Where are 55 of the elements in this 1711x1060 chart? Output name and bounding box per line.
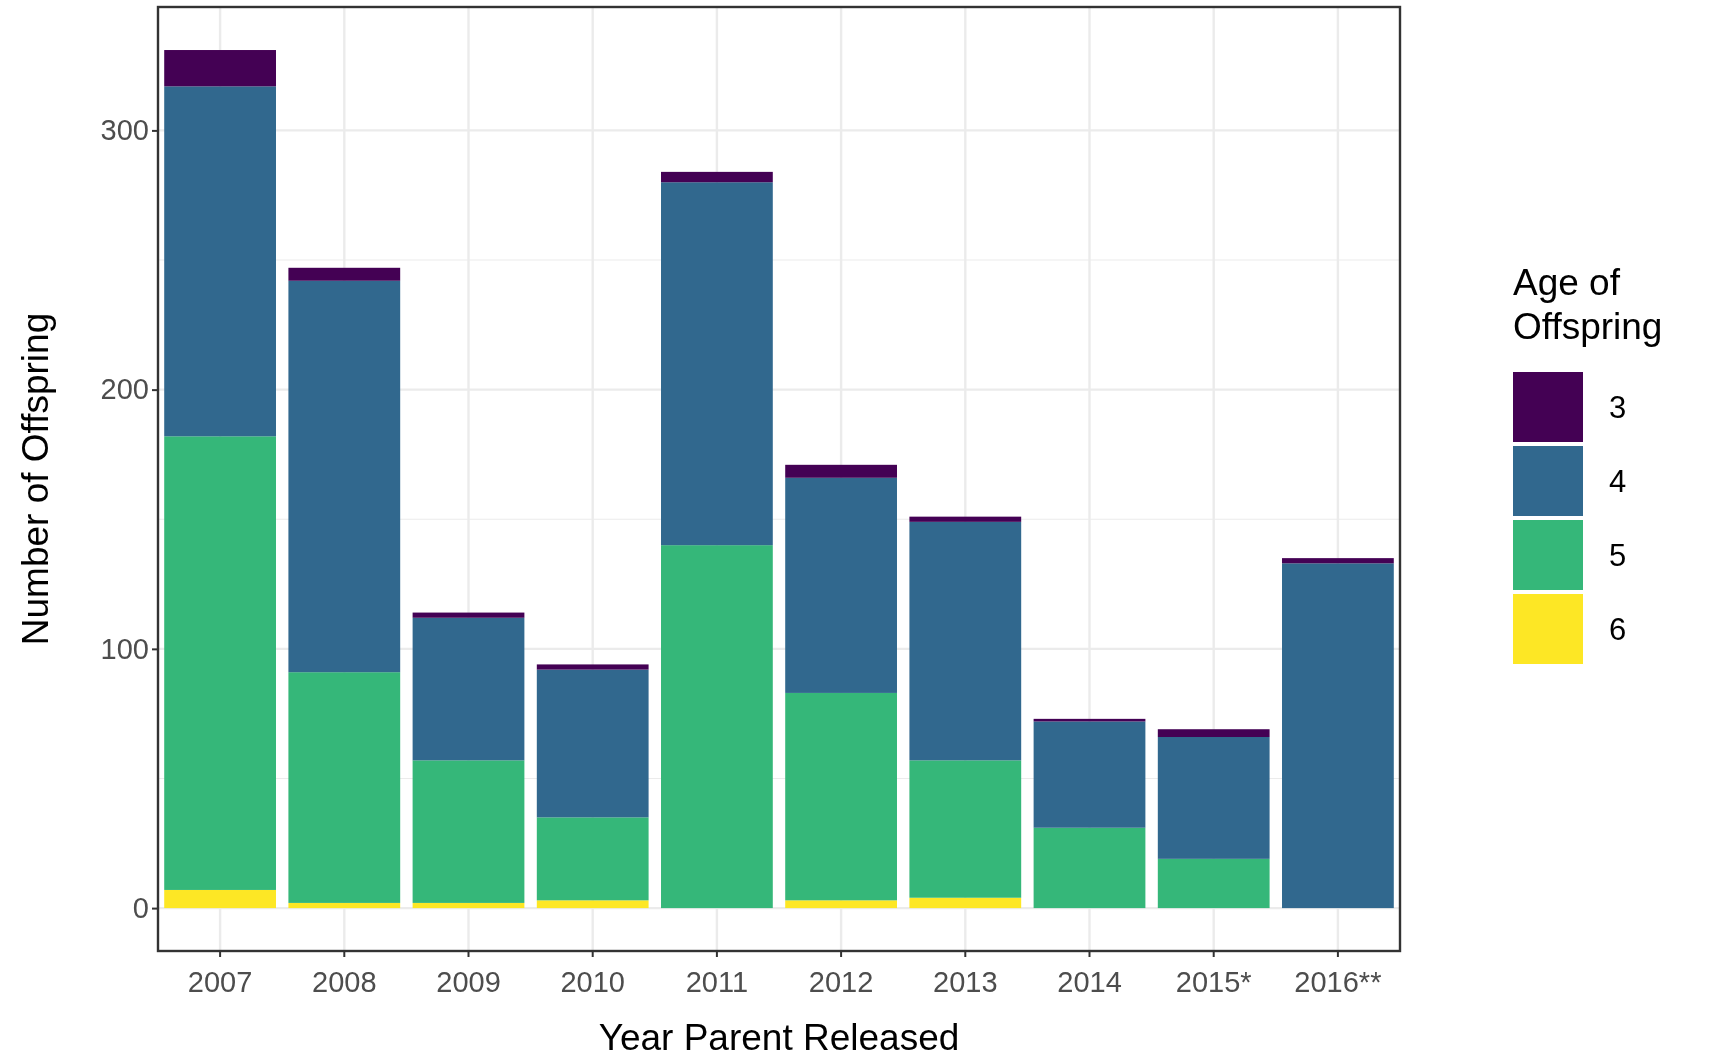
x-tick-label: 2014	[1057, 965, 1122, 998]
bar	[288, 280, 401, 673]
legend-label: 5	[1609, 538, 1627, 573]
bar	[412, 902, 525, 909]
y-tick-label: 300	[100, 114, 149, 147]
bar	[909, 760, 1022, 898]
bar	[164, 889, 276, 909]
bar	[1157, 737, 1270, 859]
bar	[909, 516, 1022, 522]
legend-label: 4	[1609, 464, 1627, 499]
bar	[785, 477, 897, 693]
x-tick-label: 2016**	[1294, 965, 1382, 998]
bar	[1033, 827, 1146, 909]
bar	[164, 86, 276, 437]
bar	[536, 817, 649, 901]
x-axis-title: Year Parent Released	[598, 1017, 960, 1058]
bar	[1157, 729, 1270, 737]
bar	[536, 664, 649, 670]
x-tick-label: 2010	[560, 965, 625, 998]
bar	[909, 897, 1022, 909]
y-tick-label: 0	[132, 891, 149, 924]
bar	[661, 171, 773, 183]
x-tick-label: 2007	[187, 965, 253, 998]
bar	[412, 617, 525, 761]
bar	[1282, 558, 1394, 564]
x-tick-label: 2009	[436, 965, 501, 998]
legend-title: Age of Offspring	[1513, 262, 1663, 347]
bar	[785, 900, 897, 909]
bar	[412, 760, 525, 903]
bar	[909, 521, 1022, 761]
bar	[785, 692, 897, 901]
legend-label: 6	[1609, 612, 1627, 647]
x-tick-label: 2013	[933, 965, 998, 998]
legend-label: 3	[1609, 390, 1627, 425]
bar	[1033, 721, 1146, 828]
bar	[288, 902, 401, 909]
bar	[661, 545, 773, 909]
bar	[412, 612, 525, 618]
x-tick-label: 2008	[312, 965, 377, 998]
x-tick-label: 2015*	[1175, 965, 1252, 998]
bar	[661, 182, 773, 546]
bar	[288, 267, 401, 281]
bar	[164, 50, 276, 87]
y-axis-title: Number of Offspring	[15, 312, 56, 646]
y-tick-label: 100	[100, 632, 149, 665]
x-tick-label: 2012	[808, 965, 874, 998]
bar	[164, 436, 276, 890]
bar	[1282, 563, 1394, 909]
bar	[288, 672, 401, 903]
y-tick-label: 200	[100, 373, 149, 406]
bar	[536, 669, 649, 818]
x-tick-label: 2011	[685, 965, 749, 998]
bar	[1157, 858, 1270, 909]
bar	[536, 900, 649, 909]
bar	[785, 464, 897, 478]
